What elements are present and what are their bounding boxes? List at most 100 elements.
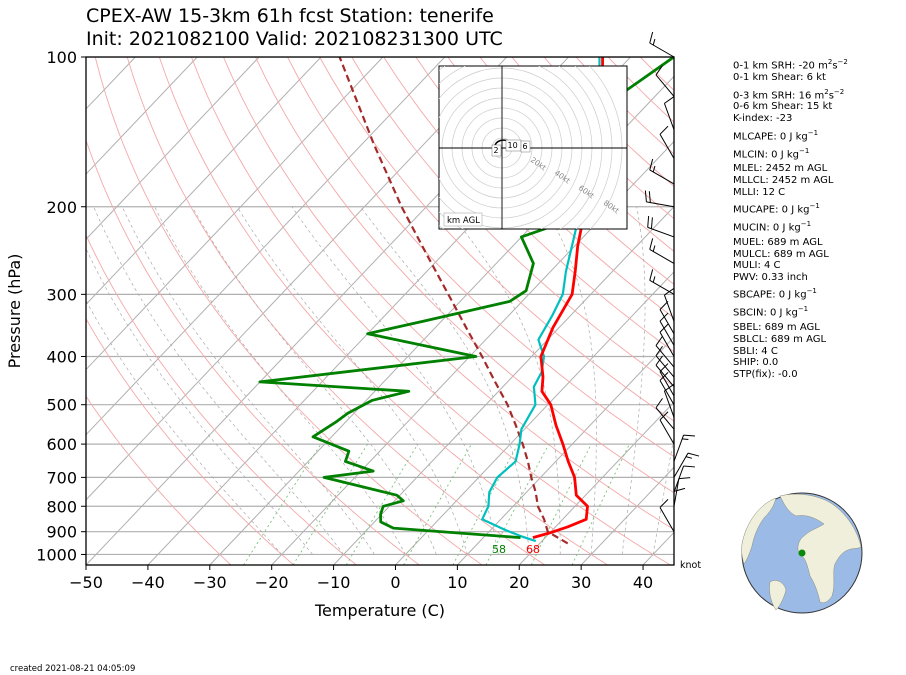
wind-barb bbox=[655, 65, 675, 97]
x-tick-label: 0 bbox=[390, 573, 400, 592]
y-tick-label: 1000 bbox=[36, 545, 77, 564]
isotherm bbox=[86, 57, 322, 306]
barb-staff bbox=[649, 169, 675, 185]
mixing-ratio-line bbox=[530, 443, 592, 565]
dry-adiabat bbox=[86, 234, 357, 565]
chart-subtitle: Init: 2021082100 Valid: 202108231300 UTC bbox=[86, 28, 503, 50]
hodograph-height-label: 10 bbox=[508, 141, 518, 150]
barb-staff bbox=[673, 478, 680, 507]
wind-barb bbox=[644, 190, 675, 208]
x-tick-label: −50 bbox=[69, 573, 103, 592]
globe-land-americas bbox=[741, 497, 777, 565]
x-tick-label: 10 bbox=[447, 573, 467, 592]
wind-barb bbox=[659, 372, 675, 405]
barb-flag-half bbox=[685, 456, 693, 459]
wind-barb bbox=[649, 31, 675, 58]
dry-adiabat bbox=[447, 57, 674, 285]
isotherm bbox=[86, 57, 384, 371]
index-mlel: MLEL: 2452 m AGL bbox=[733, 163, 828, 175]
wind-barb bbox=[655, 355, 675, 388]
dry-adiabat bbox=[86, 138, 420, 565]
moist-adiabat bbox=[360, 206, 530, 555]
barb-flag-full bbox=[664, 288, 675, 296]
index-mlcape: MLCAPE: 0 J kg−1 bbox=[733, 128, 819, 142]
dry-adiabat bbox=[86, 395, 232, 565]
dry-adiabat bbox=[190, 57, 671, 565]
barb-flag-full bbox=[678, 477, 691, 480]
barb-staff bbox=[655, 74, 675, 97]
index-ship: SHIP: 0.0 bbox=[733, 357, 779, 369]
y-tick-label: 300 bbox=[46, 285, 77, 304]
index-mucin: MUCIN: 0 J kg−1 bbox=[733, 220, 812, 234]
index-0-3-km-srh: 0-3 km SRH: 16 m2s−2 bbox=[733, 87, 845, 101]
isotherm bbox=[86, 57, 508, 501]
wind-barb bbox=[655, 335, 675, 368]
dry-adiabat bbox=[222, 57, 674, 531]
surface-temperature-label: 68 bbox=[526, 543, 540, 556]
barb-staff bbox=[655, 345, 675, 368]
hodograph-legend-label: km AGL bbox=[447, 216, 480, 226]
indices-panel: 0-1 km SRH: -20 m2s−2 0-1 km Shear: 6 kt 0… bbox=[733, 57, 848, 380]
dry-adiabat bbox=[86, 317, 294, 565]
barb-flag-half bbox=[652, 165, 656, 173]
hodograph-legend-box bbox=[443, 212, 483, 227]
x-axis: −50 −40 −30 −20 −10 0 10 20 30 40 bbox=[69, 565, 653, 592]
y-tick-label: 200 bbox=[46, 198, 77, 217]
index-sbcape: SBCAPE: 0 J kg−1 bbox=[733, 287, 817, 301]
background-lines bbox=[86, 57, 674, 565]
index-muli: MULI: 4 C bbox=[733, 260, 781, 272]
isotherm bbox=[395, 271, 674, 565]
barb-staff bbox=[659, 134, 675, 159]
wind-barb bbox=[663, 383, 675, 418]
barb-flag-full bbox=[655, 345, 663, 356]
moist-adiabat bbox=[544, 206, 597, 555]
barb-flag-full bbox=[659, 301, 669, 310]
parcel-profile-line bbox=[338, 57, 569, 545]
dry-adiabat bbox=[351, 57, 674, 387]
index-mlcin: MLCIN: 0 J kg−1 bbox=[733, 146, 810, 160]
barb-flag-full bbox=[659, 411, 669, 421]
y-axis-title: Pressure (hPa) bbox=[5, 254, 24, 369]
barb-staff bbox=[659, 371, 675, 397]
barb-staff bbox=[647, 226, 675, 238]
barb-flag-full bbox=[647, 215, 650, 228]
index-sbel: SBEL: 689 m AGL bbox=[733, 322, 820, 334]
barb-staff bbox=[659, 507, 675, 532]
globe-locator bbox=[741, 492, 863, 614]
y-tick-label: 700 bbox=[46, 468, 77, 487]
y-tick-label: 100 bbox=[46, 48, 77, 67]
barb-flag-half bbox=[652, 245, 656, 252]
wind-barb bbox=[649, 158, 675, 185]
barb-flag-full bbox=[649, 238, 654, 250]
barb-staff bbox=[663, 103, 675, 130]
barb-staff bbox=[659, 419, 675, 445]
moist-adiabat bbox=[652, 435, 674, 555]
barb-flag-full bbox=[648, 191, 651, 203]
barb-staff bbox=[659, 309, 675, 334]
barb-staff bbox=[646, 201, 675, 208]
barb-staff bbox=[659, 320, 675, 346]
barb-flag-full bbox=[673, 487, 686, 492]
dry-adiabat bbox=[415, 57, 674, 319]
wind-barb bbox=[647, 215, 675, 238]
isotherm bbox=[86, 57, 198, 175]
barb-units-label: knot bbox=[680, 560, 702, 571]
wind-barb bbox=[649, 238, 675, 264]
globe-land-south-america bbox=[769, 580, 787, 611]
hodograph-rings bbox=[439, 66, 627, 229]
barb-flag-full bbox=[649, 31, 654, 44]
globe-land-africa-europe bbox=[779, 493, 862, 603]
x-tick-label: −20 bbox=[255, 573, 289, 592]
barb-staff bbox=[673, 452, 689, 478]
index-mllcl: MLLCL: 2452 m AGL bbox=[733, 175, 834, 187]
barb-flag-full bbox=[655, 65, 663, 76]
wind-barb bbox=[659, 301, 675, 334]
moist-adiabat bbox=[93, 206, 344, 555]
wind-barb bbox=[673, 434, 695, 462]
moist-adiabat bbox=[86, 247, 313, 555]
moist-adiabat bbox=[154, 206, 406, 555]
barb-flag-full bbox=[644, 190, 647, 202]
moist-adiabat bbox=[621, 206, 646, 555]
dry-adiabat bbox=[255, 57, 674, 494]
